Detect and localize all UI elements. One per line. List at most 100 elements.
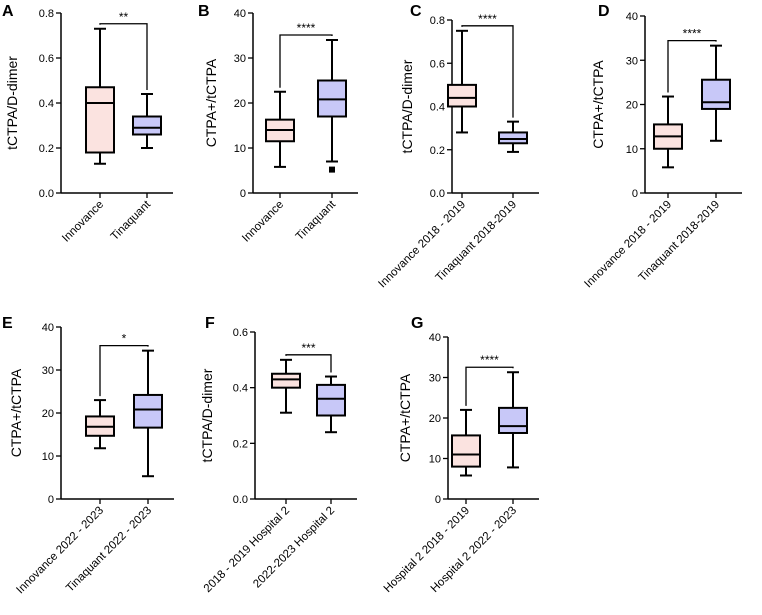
category-label: 2022-2023 Hospital 2: [251, 505, 337, 591]
y-tick-label: 0.4: [430, 102, 445, 114]
significance-bracket: [667, 39, 717, 93]
significance-bracket: [279, 34, 333, 88]
significance-bracket: [285, 354, 332, 373]
panel-letter: D: [598, 3, 610, 20]
y-tick-label: 30: [429, 373, 441, 385]
category-label: 2018 - 2019 Hospital 2: [202, 505, 292, 595]
significance-bracket: [99, 23, 148, 90]
y-tick-label: 10: [234, 143, 246, 155]
panel-g: G 0 10 20 30 40 CTPA+/tCTPA Hospital 2 2018 - 2…: [382, 315, 539, 595]
category-label: Tinaquant 2022 - 2023: [64, 505, 154, 595]
y-axis-label: tCTPA/D-dimer: [399, 59, 415, 153]
iqr-box: [701, 78, 731, 110]
significance-label: ****: [480, 353, 499, 367]
y-tick-label: 40: [626, 11, 638, 23]
significance-bracket: [99, 345, 149, 397]
box-1: [85, 27, 115, 165]
y-tick-label: 0.2: [233, 438, 248, 450]
y-tick-label: 0: [240, 188, 246, 200]
panel-letter: G: [411, 315, 423, 332]
box-1: [451, 408, 481, 477]
panel-c: C 0.0 0.2 0.4 0.6 0.8 tCTPA/D-dimer Innovance 2…: [376, 3, 539, 290]
box-2: [132, 93, 162, 149]
y-tick-label: 20: [429, 413, 441, 425]
box-2: [317, 39, 347, 173]
y-axis-label: tCTPA/D-dimer: [199, 368, 215, 462]
iqr-box: [271, 372, 301, 389]
panel-e: E 0 10 20 30 40 CTPA+/tCTPA Innovance 2022 - 20…: [2, 315, 174, 596]
y-tick-label: 0.2: [430, 145, 445, 157]
y-tick-label: 0.0: [430, 188, 445, 200]
category-label: Tinaquant: [294, 198, 339, 243]
box-2: [498, 120, 528, 153]
significance-label: ***: [301, 341, 315, 355]
category-label: Innovance: [240, 199, 286, 245]
box-1: [265, 90, 295, 168]
category-label: Hospital 2 2022 - 2023: [429, 505, 519, 595]
y-tick-label: 30: [234, 53, 246, 65]
y-tick-label: 30: [626, 55, 638, 67]
iqr-box: [133, 393, 163, 429]
panel-a: A 0.0 0.2 0.4 0.6 0.8 tCTPA/D-dimer Innovance Ti…: [2, 3, 173, 245]
y-tick-label: 40: [42, 322, 54, 334]
box-1: [85, 399, 115, 450]
y-axis-label: CTPA+/tCTPA: [397, 373, 413, 462]
significance-label: ****: [683, 27, 702, 41]
y-tick-label: 30: [42, 365, 54, 377]
panel-letter: E: [2, 315, 13, 332]
y-tick-label: 0.8: [430, 15, 445, 27]
iqr-box: [451, 434, 481, 468]
category-label: Innovance 2018 - 2019: [582, 199, 674, 291]
y-tick-label: 0.6: [233, 327, 248, 339]
y-tick-label: 0.6: [430, 58, 445, 70]
y-tick-label: 20: [626, 100, 638, 112]
box-1: [653, 95, 683, 169]
y-tick-label: 40: [234, 8, 246, 20]
y-tick-label: 0: [632, 188, 638, 200]
significance-bracket: [465, 366, 514, 406]
iqr-box: [132, 115, 162, 136]
iqr-box: [498, 131, 528, 145]
y-tick-label: 20: [234, 98, 246, 110]
y-tick-label: 0: [48, 494, 54, 506]
category-label: Hospital 2 2018 - 2019: [382, 505, 472, 595]
box-2: [133, 349, 163, 478]
panel-letter: A: [2, 3, 14, 20]
box-2: [498, 371, 528, 469]
box-1: [271, 358, 301, 414]
box-2: [316, 375, 346, 434]
y-tick-label: 20: [42, 408, 54, 420]
y-tick-label: 10: [626, 144, 638, 156]
y-tick-label: 0.8: [39, 8, 54, 20]
significance-bracket: [461, 25, 514, 118]
y-axis-label: CTPA+/tCTPA: [203, 58, 219, 147]
outlier-point: [329, 166, 335, 173]
y-tick-label: 0.2: [39, 143, 54, 155]
category-label: Innovance 2018 - 2019: [376, 199, 468, 291]
panel-d: D 0 10 20 30 40 CTPA+/tCTPA Innovance 2018 - 20…: [582, 3, 742, 290]
y-tick-label: 0.0: [39, 188, 54, 200]
category-label: Innovance 2022 - 2023: [14, 505, 106, 597]
y-tick-label: 0.4: [39, 98, 54, 110]
iqr-box: [316, 383, 346, 417]
y-axis-label: CTPA+/tCTPA: [590, 60, 606, 149]
category-label: Tinaquant 2018-2019: [637, 199, 723, 285]
y-axis-label: tCTPA/D-dimer: [4, 56, 20, 150]
y-tick-label: 10: [429, 454, 441, 466]
y-axis-label: CTPA+/tCTPA: [8, 368, 24, 457]
significance-label: **: [119, 10, 129, 24]
significance-label: ****: [297, 21, 316, 35]
y-tick-label: 10: [42, 451, 54, 463]
iqr-box: [498, 406, 528, 434]
panel-letter: F: [205, 315, 215, 332]
panel-letter: B: [198, 3, 210, 20]
panel-b: B 0 10 20 30 40 CTPA+/tCTPA Innovance Tinaquant *…: [198, 3, 358, 245]
significance-label: ****: [478, 12, 497, 26]
y-tick-label: 0: [435, 494, 441, 506]
panel-f: F 0.0 0.2 0.4 0.6 tCTPA/D-dimer 2018 - 2019 Ho…: [199, 315, 357, 595]
significance-label: *: [122, 332, 127, 346]
iqr-box: [85, 86, 115, 154]
iqr-box: [447, 83, 477, 108]
category-label: Innovance: [60, 199, 106, 245]
